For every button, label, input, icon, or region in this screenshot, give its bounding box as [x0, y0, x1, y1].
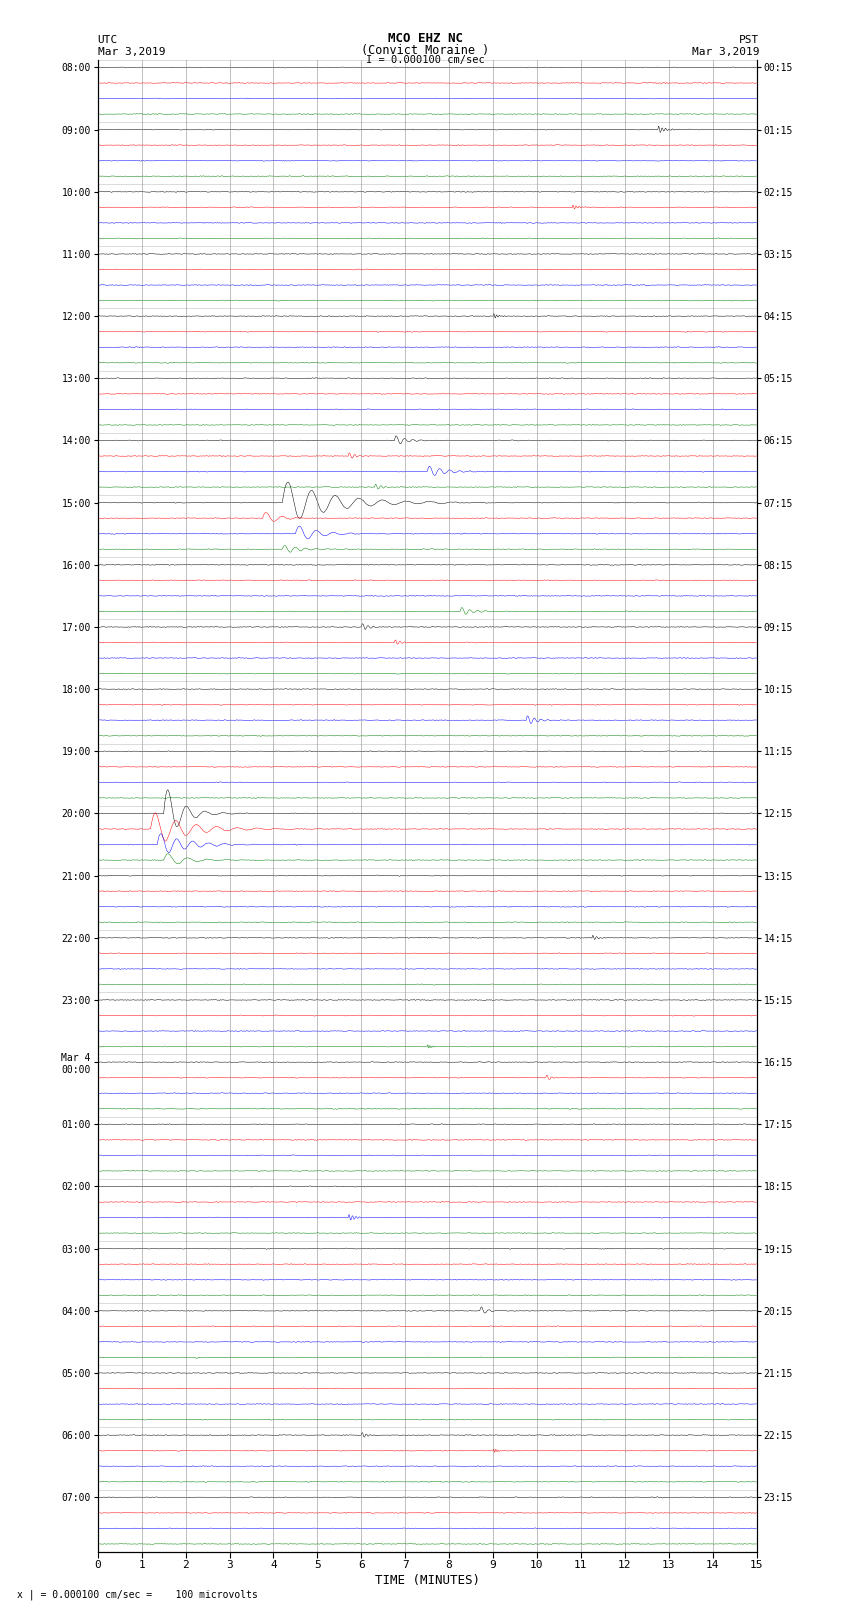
- X-axis label: TIME (MINUTES): TIME (MINUTES): [375, 1574, 479, 1587]
- Text: Mar 3,2019: Mar 3,2019: [692, 47, 759, 56]
- Text: (Convict Moraine ): (Convict Moraine ): [361, 44, 489, 56]
- Text: x | = 0.000100 cm/sec =    100 microvolts: x | = 0.000100 cm/sec = 100 microvolts: [17, 1589, 258, 1600]
- Text: Mar 3,2019: Mar 3,2019: [98, 47, 165, 56]
- Text: I = 0.000100 cm/sec: I = 0.000100 cm/sec: [366, 55, 484, 65]
- Text: UTC: UTC: [98, 35, 118, 45]
- Text: PST: PST: [739, 35, 759, 45]
- Text: MCO EHZ NC: MCO EHZ NC: [388, 32, 462, 45]
